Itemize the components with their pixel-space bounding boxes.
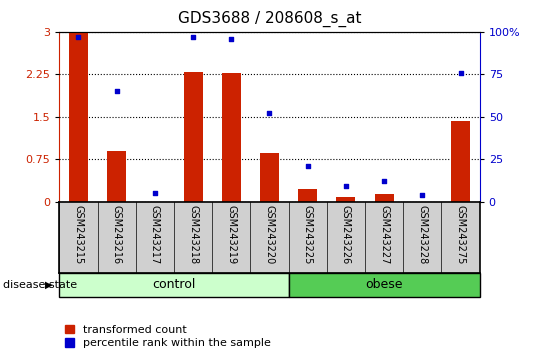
Bar — [222, 73, 241, 202]
Text: GSM243275: GSM243275 — [455, 205, 466, 265]
Bar — [59, 273, 288, 297]
Point — [74, 34, 82, 40]
Point — [265, 110, 274, 116]
Text: GSM243226: GSM243226 — [341, 205, 351, 264]
Point — [380, 178, 389, 184]
Bar — [298, 189, 317, 202]
Bar — [451, 121, 470, 202]
Text: GSM243215: GSM243215 — [73, 205, 84, 264]
Bar — [336, 197, 356, 202]
Point — [303, 163, 312, 169]
Bar — [107, 151, 126, 202]
Bar — [375, 194, 393, 202]
Point — [227, 36, 236, 41]
Bar — [69, 33, 88, 202]
Text: GSM243217: GSM243217 — [150, 205, 160, 264]
Text: GSM243220: GSM243220 — [265, 205, 274, 264]
Legend: transformed count, percentile rank within the sample: transformed count, percentile rank withi… — [65, 325, 271, 348]
Bar — [183, 72, 203, 202]
Text: GSM243216: GSM243216 — [112, 205, 122, 264]
Point — [457, 70, 465, 75]
Text: GSM243228: GSM243228 — [417, 205, 427, 264]
Bar — [260, 153, 279, 202]
Text: obese: obese — [365, 279, 403, 291]
Text: ▶: ▶ — [45, 280, 52, 290]
Text: GSM243227: GSM243227 — [379, 205, 389, 265]
Text: GDS3688 / 208608_s_at: GDS3688 / 208608_s_at — [178, 11, 361, 27]
Text: disease state: disease state — [3, 280, 77, 290]
Point — [342, 184, 350, 189]
Text: GSM243219: GSM243219 — [226, 205, 236, 264]
Point — [418, 192, 427, 198]
Text: GSM243218: GSM243218 — [188, 205, 198, 264]
Point — [189, 34, 197, 40]
Point — [112, 88, 121, 94]
Bar — [288, 273, 480, 297]
Text: control: control — [152, 279, 196, 291]
Point — [150, 190, 159, 196]
Text: GSM243225: GSM243225 — [303, 205, 313, 265]
